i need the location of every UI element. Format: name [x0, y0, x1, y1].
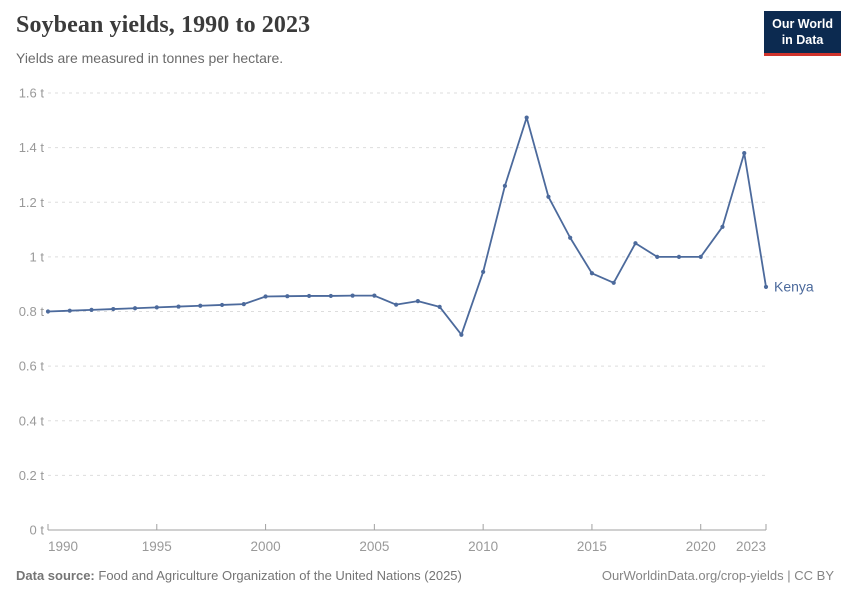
data-point [437, 304, 442, 309]
kenya-line [47, 116, 767, 336]
owid-logo[interactable]: Our World in Data [764, 11, 841, 56]
data-point [655, 254, 660, 259]
page-title: Soybean yields, 1990 to 2023 [16, 12, 311, 38]
y-tick-label: 0.4 t [19, 413, 45, 428]
data-point [328, 293, 333, 299]
chart-footer: Data source: Food and Agriculture Organi… [16, 568, 834, 583]
x-tick-label: 1990 [48, 539, 78, 554]
owid-logo-line1: Our World [772, 17, 833, 31]
y-tick-label: 1.4 t [19, 140, 45, 155]
y-tick-label: 1.6 t [19, 86, 45, 101]
x-tick-label: 2023 [736, 539, 766, 554]
x-tick-label: 2010 [468, 539, 498, 554]
data-point [394, 302, 399, 307]
data-point [459, 332, 464, 337]
data-source-label: Data source: [16, 568, 95, 583]
data-point [415, 299, 420, 304]
y-tick-label: 0.8 t [19, 304, 45, 319]
data-source-text: Food and Agriculture Organization of the… [98, 568, 462, 583]
entity-label-kenya[interactable]: Kenya [774, 278, 814, 294]
data-point [306, 293, 312, 299]
data-source: Data source: Food and Agriculture Organi… [16, 568, 462, 583]
data-point [111, 306, 116, 312]
data-point [89, 307, 94, 312]
data-point [481, 269, 486, 274]
data-point [45, 309, 51, 314]
data-point [263, 294, 268, 299]
credit-link[interactable]: OurWorldinData.org/crop-yields | CC BY [601, 568, 834, 583]
data-point [633, 241, 638, 246]
data-point [568, 235, 573, 240]
data-point [589, 271, 595, 276]
chart-subtitle: Yields are measured in tonnes per hectar… [16, 50, 284, 66]
data-point [502, 183, 508, 188]
data-point [546, 194, 551, 199]
data-point [763, 284, 769, 290]
data-point [219, 302, 225, 308]
y-tick-label: 0.6 t [19, 359, 45, 374]
data-point [698, 254, 703, 259]
data-point [372, 293, 377, 298]
y-tick-label: 0.2 t [19, 468, 45, 483]
y-tick-label: 1 t [30, 249, 45, 264]
x-tick-label: 2020 [686, 539, 716, 554]
y-tick-label: 0 t [30, 523, 45, 538]
x-tick-label: 1995 [142, 539, 172, 554]
data-point [198, 303, 203, 308]
data-point [67, 308, 72, 313]
data-point [176, 304, 181, 309]
data-point [241, 302, 246, 307]
x-tick-label: 2005 [359, 539, 389, 554]
data-point [132, 306, 138, 311]
data-point [720, 224, 725, 229]
x-tick-label: 2000 [251, 539, 281, 554]
y-tick-label: 1.2 t [19, 195, 45, 210]
data-point [154, 305, 159, 310]
data-point [742, 150, 747, 156]
owid-logo-line2: in Data [781, 33, 824, 48]
x-tick-label: 2015 [577, 539, 607, 554]
data-point [676, 254, 682, 259]
data-point [524, 115, 529, 120]
data-point [350, 293, 355, 298]
data-point [285, 294, 290, 299]
data-point [611, 280, 616, 285]
